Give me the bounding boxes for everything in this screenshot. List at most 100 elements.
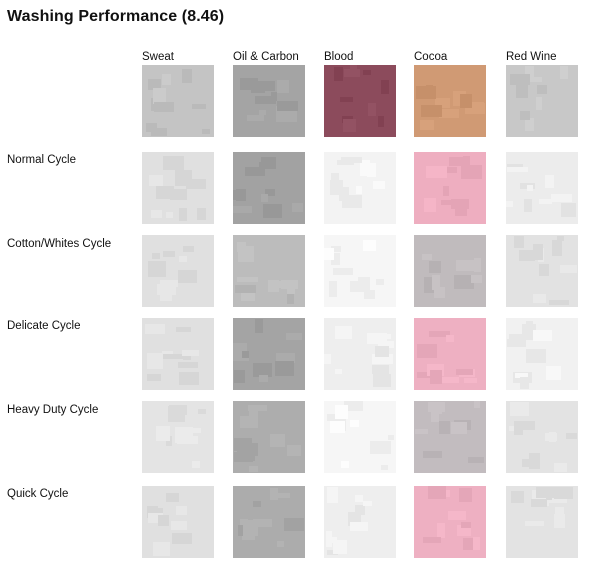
swatch-texture — [526, 349, 546, 363]
swatch-texture — [148, 261, 166, 277]
swatch-texture — [277, 541, 284, 547]
swatch-texture — [341, 157, 362, 163]
swatch-texture — [465, 275, 482, 283]
swatch-texture — [238, 246, 254, 262]
swatch-texture — [435, 98, 450, 108]
column-header-0: Sweat — [142, 51, 174, 63]
swatch-texture — [373, 181, 385, 189]
swatch-texture — [522, 324, 536, 340]
swatch-texture — [422, 254, 432, 260]
swatch-texture — [331, 173, 339, 181]
swatch-texture — [451, 422, 467, 434]
swatch-r5-c2 — [324, 486, 396, 558]
swatch-texture — [546, 496, 567, 503]
swatch-texture — [343, 119, 356, 132]
swatch-r4-c2 — [324, 401, 396, 473]
swatch-texture — [270, 434, 285, 447]
swatch-texture — [561, 203, 576, 217]
swatch-texture — [381, 465, 388, 470]
swatch-texture — [431, 412, 439, 422]
swatch-texture — [237, 277, 258, 282]
swatch-texture — [536, 487, 555, 498]
swatch-texture — [426, 166, 447, 178]
swatch-texture — [234, 438, 252, 451]
swatch-texture — [324, 248, 334, 260]
swatch-texture — [460, 94, 472, 108]
swatch-texture — [510, 74, 530, 85]
swatch-r5-c1 — [233, 486, 305, 558]
swatch-texture — [157, 284, 176, 295]
swatch-texture — [247, 115, 264, 121]
swatch-texture — [455, 201, 467, 216]
swatch-texture — [242, 351, 249, 358]
swatch-texture — [163, 354, 184, 359]
swatch-texture — [554, 487, 573, 499]
swatch-texture — [421, 105, 442, 117]
swatch-texture — [464, 378, 477, 383]
row-label-5: Quick Cycle — [7, 488, 69, 500]
swatch-texture — [330, 421, 345, 433]
swatch-texture — [333, 540, 347, 554]
swatch-texture — [439, 109, 459, 118]
swatch-texture — [148, 513, 163, 523]
swatch-texture — [182, 69, 192, 83]
swatch-texture — [154, 102, 174, 112]
swatch-texture — [163, 251, 175, 257]
swatch-r0-c3 — [414, 65, 486, 137]
swatch-texture — [539, 199, 552, 204]
row-label-2: Cotton/Whites Cycle — [7, 238, 112, 250]
swatch-texture — [166, 436, 172, 446]
swatch-texture — [334, 67, 343, 81]
swatch-texture — [525, 66, 534, 77]
swatch-texture — [330, 180, 343, 195]
swatch-texture — [520, 377, 529, 389]
swatch-texture — [327, 487, 338, 503]
swatch-r3-c2 — [324, 318, 396, 390]
swatch-texture — [363, 240, 376, 251]
swatch-texture — [388, 435, 394, 440]
swatch-texture — [176, 506, 187, 515]
swatch-texture — [554, 514, 565, 528]
swatch-texture — [430, 370, 442, 384]
swatch-texture — [253, 501, 261, 507]
swatch-texture — [271, 92, 277, 101]
swatch-texture — [514, 421, 523, 435]
swatch-texture — [329, 281, 337, 297]
swatch-texture — [370, 441, 391, 454]
swatch-texture — [511, 491, 524, 503]
swatch-texture — [166, 493, 179, 502]
swatch-texture — [156, 426, 170, 441]
swatch-r3-c4 — [506, 318, 578, 390]
swatch-texture — [287, 292, 294, 304]
swatch-texture — [506, 201, 513, 207]
swatch-texture — [179, 372, 199, 385]
swatch-texture — [145, 324, 165, 334]
swatch-texture — [448, 511, 466, 520]
swatch-texture — [287, 288, 295, 294]
swatch-texture — [235, 285, 256, 293]
column-header-2: Blood — [324, 51, 354, 63]
swatch-texture — [424, 198, 436, 212]
swatch-texture — [192, 104, 206, 109]
swatch-r3-c0 — [142, 318, 214, 390]
swatch-texture — [367, 163, 376, 177]
swatch-texture — [375, 346, 389, 357]
swatch-texture — [327, 414, 342, 421]
swatch-r2-c0 — [142, 235, 214, 307]
swatch-r0-c2 — [324, 65, 396, 137]
swatch-texture — [236, 189, 246, 201]
swatch-texture — [272, 493, 290, 498]
swatch-texture — [429, 331, 450, 337]
swatch-texture — [457, 525, 471, 536]
swatch-texture — [327, 537, 337, 543]
swatch-texture — [149, 175, 163, 186]
swatch-texture — [434, 287, 445, 298]
swatch-texture — [355, 495, 363, 502]
swatch-texture — [268, 280, 279, 292]
swatch-texture — [261, 157, 276, 169]
swatch-texture — [340, 97, 353, 102]
swatch-texture — [275, 361, 294, 376]
swatch-texture — [344, 401, 363, 411]
swatch-texture — [474, 401, 480, 408]
swatch-texture — [240, 78, 258, 90]
